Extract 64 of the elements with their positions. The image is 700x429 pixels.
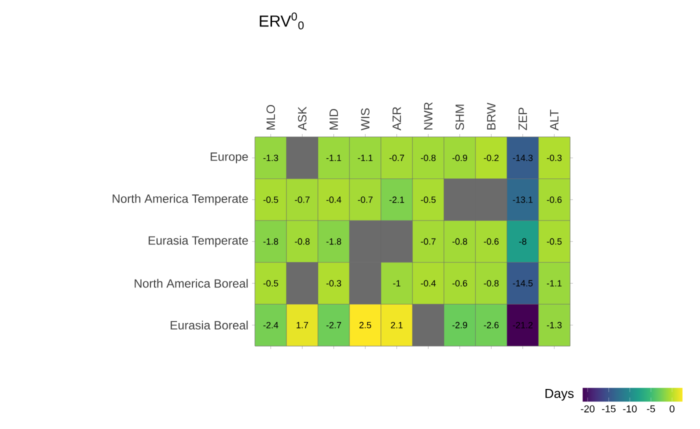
data-label: -8 — [519, 238, 526, 245]
data-label: -0.8 — [420, 154, 436, 162]
data-label: -14.5 — [512, 280, 533, 286]
color-bar-label: -15 — [602, 405, 616, 412]
x-tick-label: ZEP — [518, 108, 527, 130]
data-label: -0.5 — [263, 196, 278, 203]
data-label: -0.7 — [420, 238, 436, 245]
data-label: -1 — [393, 280, 400, 286]
x-tick-label: AZR — [392, 107, 401, 130]
data-label: -0.8 — [452, 238, 468, 245]
data-label: -2.7 — [326, 322, 342, 328]
data-label: -0.4 — [420, 280, 436, 286]
data-label: -0.2 — [484, 154, 499, 162]
x-tick-label: MLO — [266, 105, 275, 130]
data-label: -0.3 — [546, 154, 562, 162]
data-label: -0.9 — [452, 154, 468, 162]
color-bar-label: -20 — [580, 405, 595, 412]
color-bar-title: Days — [546, 388, 574, 401]
y-tick-label: Europe — [210, 152, 248, 164]
data-label: 2.1 — [390, 322, 403, 328]
x-tick-label: BRW — [487, 102, 496, 130]
data-label: -0.6 — [452, 280, 468, 286]
data-label: -2.4 — [263, 322, 278, 328]
data-label: -1.3 — [263, 154, 278, 162]
chart-title: ERV$^{0}$0 — [260, 12, 304, 30]
x-tick-label: ALT — [550, 110, 558, 130]
data-label: -0.5 — [546, 238, 562, 245]
data-label: -1.8 — [263, 238, 278, 245]
data-label: -1.8 — [326, 238, 342, 245]
data-label: -0.7 — [358, 196, 373, 203]
data-label: -0.5 — [263, 280, 278, 286]
x-tick-label: NWR — [424, 102, 432, 130]
data-label: -0.3 — [326, 280, 342, 286]
data-label: -0.7 — [294, 196, 310, 203]
y-tick-label: Eurasia Temperate — [148, 236, 248, 248]
data-label: -2.1 — [389, 196, 404, 203]
data-label: -21.2 — [512, 322, 533, 328]
data-label: -0.8 — [294, 238, 310, 245]
data-label: -0.8 — [484, 280, 499, 286]
data-label: -0.6 — [484, 238, 499, 245]
data-label: -1.1 — [358, 154, 373, 161]
data-label: -0.6 — [546, 196, 562, 203]
y-tick-label: Eurasia Boreal — [170, 320, 248, 330]
x-tick-label: ASK — [298, 106, 306, 130]
data-label: -1.3 — [546, 322, 562, 328]
color-bar-label: 0 — [670, 405, 674, 412]
data-label: -0.4 — [326, 196, 342, 203]
data-label: -14.3 — [512, 154, 533, 162]
data-label: 2.5 — [359, 322, 372, 328]
x-tick-label: WIS — [361, 108, 370, 130]
x-tick-label: SHM — [456, 104, 464, 130]
data-label: -0.7 — [389, 154, 404, 162]
x-tick-label: MID — [330, 109, 338, 130]
color-bar-label: -5 — [646, 405, 655, 412]
data-label: -1.1 — [326, 154, 342, 161]
color-bar-label: -10 — [623, 405, 637, 412]
y-tick-label: North America Temperate — [112, 194, 248, 206]
data-label: 1.7 — [296, 322, 308, 328]
y-tick-label: North America Boreal — [134, 278, 248, 288]
data-label: -0.5 — [420, 196, 436, 203]
data-label: -2.6 — [484, 322, 499, 328]
data-label: -1.1 — [546, 280, 562, 286]
data-label: -13.1 — [512, 196, 533, 203]
data-label: -2.9 — [452, 322, 468, 328]
